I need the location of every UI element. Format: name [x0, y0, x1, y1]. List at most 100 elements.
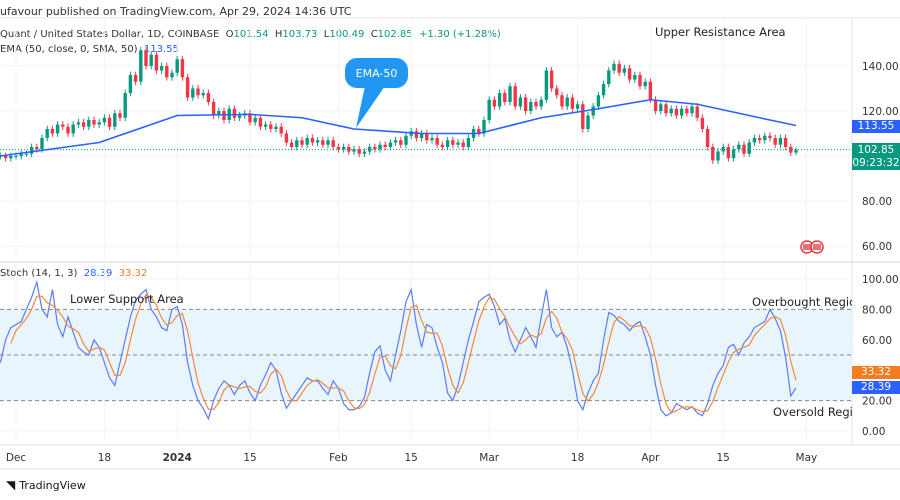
candle-body	[617, 63, 621, 73]
candle-body	[165, 66, 169, 78]
candle-body	[539, 99, 543, 107]
candle-body	[3, 156, 8, 159]
time-tick-label: Feb	[329, 452, 348, 464]
candle-body	[92, 120, 96, 125]
stoch-d-value: 33.32	[118, 268, 148, 279]
time-tick-label: 18	[571, 452, 584, 464]
candle-body	[565, 97, 569, 107]
candle-body	[763, 135, 767, 141]
candle-body	[669, 108, 673, 114]
last-price-tag: 102.85 09:23:32	[852, 143, 900, 170]
candle-body	[747, 142, 751, 154]
candle-body	[612, 63, 616, 71]
candle-body	[289, 142, 294, 147]
candle-body	[601, 84, 606, 96]
candle-body	[61, 124, 65, 127]
candle-body	[596, 95, 601, 107]
stoch-k-value: 28.39	[83, 268, 113, 279]
stoch-k-line	[0, 279, 797, 421]
stoch-k-tag: 28.39	[852, 381, 900, 394]
candle-body	[196, 88, 200, 96]
candle-body	[107, 117, 112, 127]
candle-body	[50, 129, 55, 134]
candle-body	[768, 135, 772, 138]
time-tick-label: Mar	[479, 452, 499, 464]
candle-body	[149, 54, 153, 66]
ema-legend[interactable]: EMA (50, close, 0, SMA, 50) 113.55	[0, 44, 179, 55]
candle-body	[482, 120, 486, 134]
ema-callout: EMA-50	[345, 58, 408, 88]
symbol-name[interactable]: Quant / United States Dollar, 1D, COINBA…	[0, 29, 220, 40]
bar-countdown: 09:23:32	[852, 157, 900, 169]
close-label: C	[370, 29, 378, 40]
candle-body	[653, 99, 658, 111]
stoch-d-line	[10, 293, 797, 414]
overbought-label: Overbought Region	[752, 295, 852, 309]
time-tick-label: Apr	[641, 452, 660, 464]
candle-body	[362, 151, 367, 154]
ema-callout-pointer	[356, 86, 385, 128]
candle-body	[752, 138, 757, 143]
time-tick-label: 18	[98, 452, 111, 464]
candle-body	[180, 59, 185, 78]
candle-body	[326, 140, 330, 145]
stoch-tick-label: 0.00	[862, 426, 885, 438]
candle-body	[237, 115, 242, 118]
candle-body	[97, 122, 101, 125]
candle-body	[591, 106, 595, 116]
candle-body	[35, 147, 39, 150]
time-tick-label: May	[796, 452, 818, 464]
candle-body	[211, 102, 216, 116]
candle-body	[331, 140, 335, 147]
candle-body	[341, 147, 346, 150]
candle-body	[373, 147, 377, 150]
candle-body	[414, 131, 419, 138]
candle-body	[55, 124, 60, 134]
candle-body	[81, 122, 86, 127]
candle-body	[679, 108, 684, 116]
candle-body	[274, 126, 278, 129]
stoch-legend[interactable]: Stoch (14, 1, 3) 28.39 33.32	[0, 268, 147, 279]
candle-body	[144, 50, 148, 66]
candle-body	[789, 147, 793, 153]
lower-support-label: Lower Support Area	[70, 292, 184, 306]
candle-body	[185, 77, 190, 98]
price-tick-label: 140.00	[862, 61, 899, 73]
candle-body	[419, 133, 424, 138]
candle-body	[466, 138, 471, 147]
candle-body	[102, 117, 107, 123]
low-label: L	[323, 29, 330, 40]
flag-stripes	[813, 244, 821, 250]
candle-body	[461, 142, 465, 147]
candle-body	[549, 70, 554, 89]
tradingview-logo[interactable]: ◥ TradingView	[6, 478, 86, 492]
candle-body	[664, 104, 668, 114]
stoch-tick-label: 20.00	[862, 396, 892, 408]
candle-body	[726, 147, 731, 159]
candle-body	[378, 144, 382, 150]
candle-body	[29, 147, 34, 154]
candle-body	[757, 138, 762, 141]
candle-body	[456, 142, 460, 145]
last-price: 102.85	[857, 144, 895, 156]
candle-body	[445, 140, 450, 147]
candle-body	[555, 88, 559, 96]
publish-info: ufavour published on TradingView.com, Ap…	[0, 5, 352, 18]
candle-body	[232, 108, 237, 118]
candle-body	[133, 75, 138, 82]
candle-body	[690, 106, 694, 114]
price-tick-label: 120.00	[862, 106, 899, 118]
candle-body	[24, 153, 29, 155]
candle-body	[737, 144, 741, 150]
candle-body	[357, 149, 361, 154]
candle-body	[336, 147, 341, 150]
ema-price-tag: 113.55	[852, 120, 900, 133]
change-value: +1.30 (+1.28%)	[419, 29, 501, 40]
candle-body	[534, 102, 538, 107]
candle-body	[711, 147, 715, 161]
candle-body	[560, 95, 564, 107]
high-label: H	[274, 29, 283, 40]
time-tick-label: 2024	[163, 452, 192, 464]
candle-body	[544, 70, 549, 100]
